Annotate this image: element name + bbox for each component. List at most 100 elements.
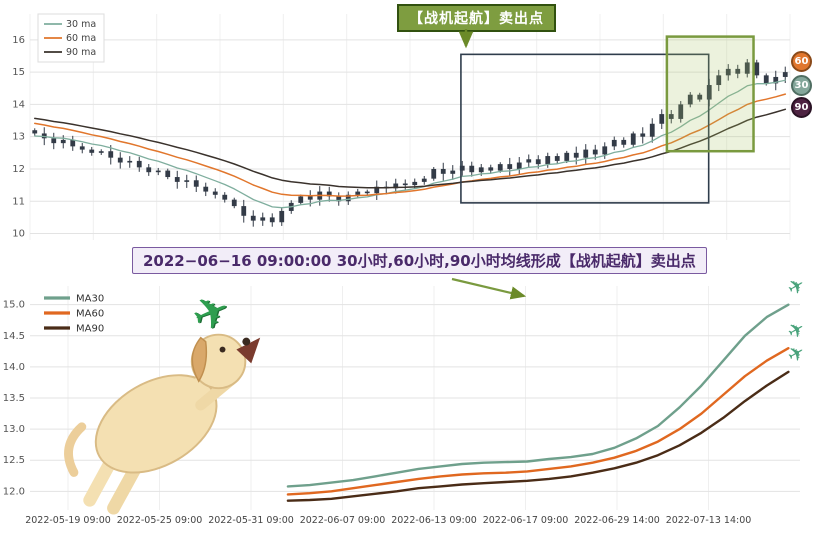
candle-body: [51, 138, 57, 144]
candle-body: [763, 75, 769, 84]
candle-body: [668, 114, 674, 119]
candle-body: [402, 183, 408, 186]
dog-nose: [242, 337, 251, 346]
candle-body: [744, 62, 750, 74]
airplane-icon: ✈: [783, 339, 810, 368]
candle-body: [440, 168, 446, 174]
candle-body: [611, 139, 617, 147]
candle-body: [136, 160, 142, 168]
candle-body: [497, 164, 503, 171]
signal-description-banner: 2022−06−16 09:00:00 30小时,60小时,90小时均线形成【战…: [132, 247, 707, 274]
ma-line: [34, 93, 787, 197]
legend-label: 30 ma: [66, 19, 96, 30]
candle-body: [345, 194, 351, 202]
y-tick-label: 10: [12, 229, 25, 240]
highlight-box-black: [460, 53, 710, 204]
y-tick-label: 15: [12, 67, 25, 78]
candle-body: [716, 75, 722, 86]
highlight-box-green: [665, 35, 755, 153]
y-tick-label: 13.5: [3, 393, 25, 404]
dog-eye: [219, 346, 226, 353]
x-tick-label: 2022-05-31 09:00: [208, 515, 294, 526]
dog-hind-leg: [107, 462, 142, 515]
y-tick-label: 12: [12, 164, 25, 175]
candle-body: [782, 72, 788, 77]
dog-open-mouth: [236, 337, 261, 364]
candle-body: [98, 151, 104, 153]
candle-body: [193, 180, 199, 187]
candle-body: [269, 217, 275, 223]
y-tick-label: 12.5: [3, 455, 25, 466]
candle-body: [516, 162, 522, 169]
candle-body: [554, 156, 560, 161]
candle-body: [174, 177, 180, 182]
candle-body: [117, 157, 123, 163]
y-tick-label: 11: [12, 196, 25, 207]
x-tick-label: 2022-06-17 09:00: [483, 515, 569, 526]
ma-badge-30: 30: [791, 75, 812, 96]
candle-body: [412, 181, 418, 186]
y-tick-label: 12.0: [3, 486, 25, 497]
legend-label: 60 ma: [66, 33, 96, 44]
candle-body: [754, 62, 760, 76]
candle-body: [535, 159, 541, 165]
candle-body: [602, 146, 608, 155]
ma-badge-60: 60: [791, 51, 812, 72]
candle-body: [355, 191, 361, 195]
top-candlestick-chart: 10 11 12 13 14 15 16 30 ma 60 ma 90 ma: [12, 13, 791, 240]
candle-body: [336, 196, 342, 202]
candle-body: [231, 199, 237, 207]
y-tick-label: 16: [12, 35, 25, 46]
ma-line-ma60: [286, 346, 790, 496]
candle-body: [212, 191, 218, 195]
candle-body: [146, 167, 152, 173]
legend-label: MA30: [76, 294, 104, 305]
candle-body: [687, 94, 693, 105]
candle-body: [564, 152, 570, 161]
candle-body: [735, 68, 741, 74]
candle-body: [526, 159, 532, 163]
candle-body: [364, 191, 370, 194]
candle-body: [640, 133, 646, 137]
candle-body: [621, 139, 627, 145]
y-tick-label: 14: [12, 99, 25, 110]
candle-body: [725, 68, 731, 76]
candle-body: [583, 149, 589, 158]
candle-body: [488, 167, 494, 171]
bottom-ma-line-chart: 2022-05-19 09:00 2022-05-25 09:00 2022-05-…: [3, 276, 810, 526]
candle-body: [32, 130, 38, 134]
candle-body: [60, 139, 66, 144]
candle-body: [279, 210, 285, 223]
candle-body: [421, 178, 427, 182]
candle-body: [592, 149, 598, 155]
x-tick-label: 2022-06-29 14:00: [574, 515, 660, 526]
ma-line: [34, 79, 786, 209]
candle-body: [70, 139, 76, 147]
legend-label: MA60: [76, 309, 104, 320]
candle-body: [250, 215, 256, 221]
candle-body: [450, 170, 456, 174]
sell-point-banner: 【战机起航】卖出点: [397, 4, 556, 32]
ma-line-ma90: [286, 370, 790, 502]
y-tick-label: 13: [12, 132, 25, 143]
x-tick-label: 2022-07-13 14:00: [666, 515, 752, 526]
candle-body: [459, 165, 465, 171]
candle-body: [155, 170, 161, 173]
dog-illustration: [64, 333, 261, 515]
x-tick-label: 2022-06-07 09:00: [300, 515, 386, 526]
y-tick-label: 15.0: [3, 300, 25, 311]
candle-body: [469, 165, 475, 173]
candle-body: [773, 76, 779, 84]
candle-body: [260, 217, 266, 221]
candle-body: [393, 183, 399, 189]
candle-body: [165, 170, 171, 178]
ma-line-ma30: [286, 303, 790, 488]
candle-body: [478, 167, 484, 173]
y-tick-label: 13.0: [3, 424, 25, 435]
candle-body: [89, 149, 95, 153]
legend-label: MA90: [76, 324, 104, 335]
candle-body: [222, 194, 228, 200]
candle-body: [184, 180, 190, 182]
legend-label: 90 ma: [66, 47, 96, 58]
